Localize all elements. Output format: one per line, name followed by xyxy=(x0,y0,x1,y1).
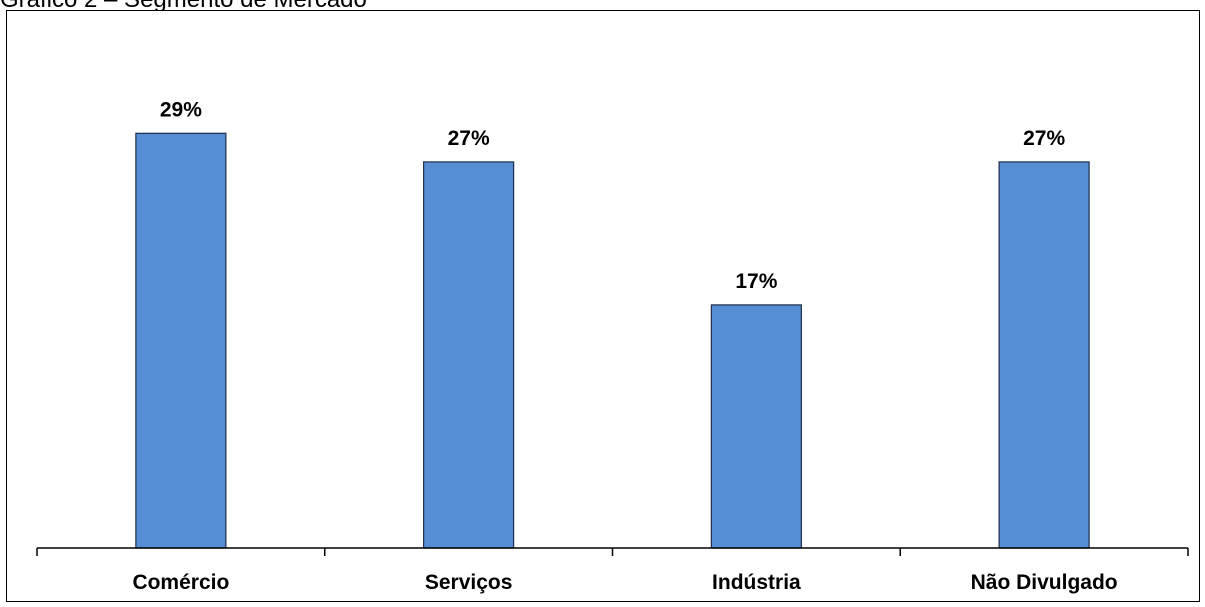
bar-industria xyxy=(710,304,802,549)
labels-group: 29% Comércio 27% Serviços 17% Indústria 27% Não… xyxy=(132,98,1117,594)
bars-group xyxy=(135,132,1090,549)
data-label-comercio: 29% xyxy=(160,98,202,121)
x-tick-label-nao-divulgado: Não Divulgado xyxy=(971,571,1118,594)
bar-comercio xyxy=(135,132,227,549)
x-tick-label-servicos: Serviços xyxy=(425,571,513,594)
data-label-nao-divulgado: 27% xyxy=(1023,127,1065,150)
bar-servicos xyxy=(423,161,515,549)
data-label-servicos: 27% xyxy=(448,127,490,150)
bar-nao-divulgado xyxy=(998,161,1090,549)
data-label-industria: 17% xyxy=(735,270,777,293)
x-tick-label-industria: Indústria xyxy=(712,571,801,594)
x-tick-label-comercio: Comércio xyxy=(132,571,229,594)
chart-caption: Gráfico 2 – Segmento de Mercado xyxy=(0,0,367,14)
x-axis xyxy=(36,547,1189,556)
